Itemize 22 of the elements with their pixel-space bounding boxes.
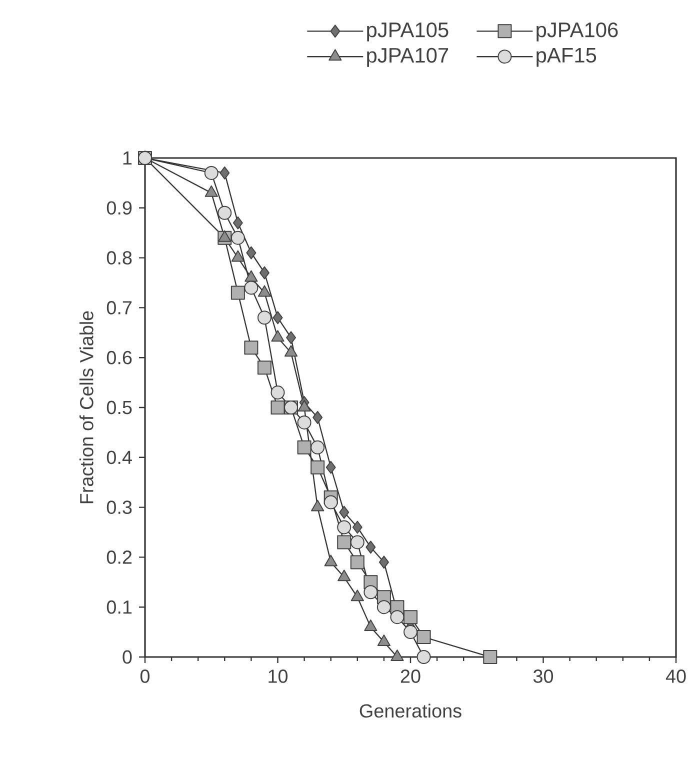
y-tick-label: 0.3 (106, 500, 132, 514)
y-tick-label: 0.8 (106, 251, 132, 264)
y-tick-label: 0.5 (106, 400, 132, 414)
y-tick-label: 1 (123, 151, 132, 165)
legend-label: pJPA107 (367, 48, 448, 67)
legend-label: pAF15 (536, 48, 596, 67)
y-tick-label: 0.7 (106, 300, 132, 314)
x-tick-label: 30 (533, 670, 554, 683)
y-tick-label: 0 (122, 650, 132, 664)
y-tick-label: 0.2 (106, 550, 132, 564)
y-axis-title: Fraction of Cells Viable (79, 311, 94, 504)
x-tick-label: 0 (140, 670, 150, 683)
x-tick-label: 10 (268, 670, 288, 683)
y-tick-label: 0.1 (106, 600, 132, 614)
x-tick-label: 20 (400, 670, 420, 683)
legend-label: pJPA105 (367, 22, 448, 42)
x-axis-title: Generations (360, 704, 462, 718)
y-tick-label: 0.9 (106, 201, 132, 215)
x-tick-label: 40 (666, 670, 686, 683)
legend-label: pJPA106 (536, 22, 618, 42)
y-tick-label: 0.6 (106, 350, 132, 364)
y-tick-label: 0.4 (106, 450, 132, 464)
